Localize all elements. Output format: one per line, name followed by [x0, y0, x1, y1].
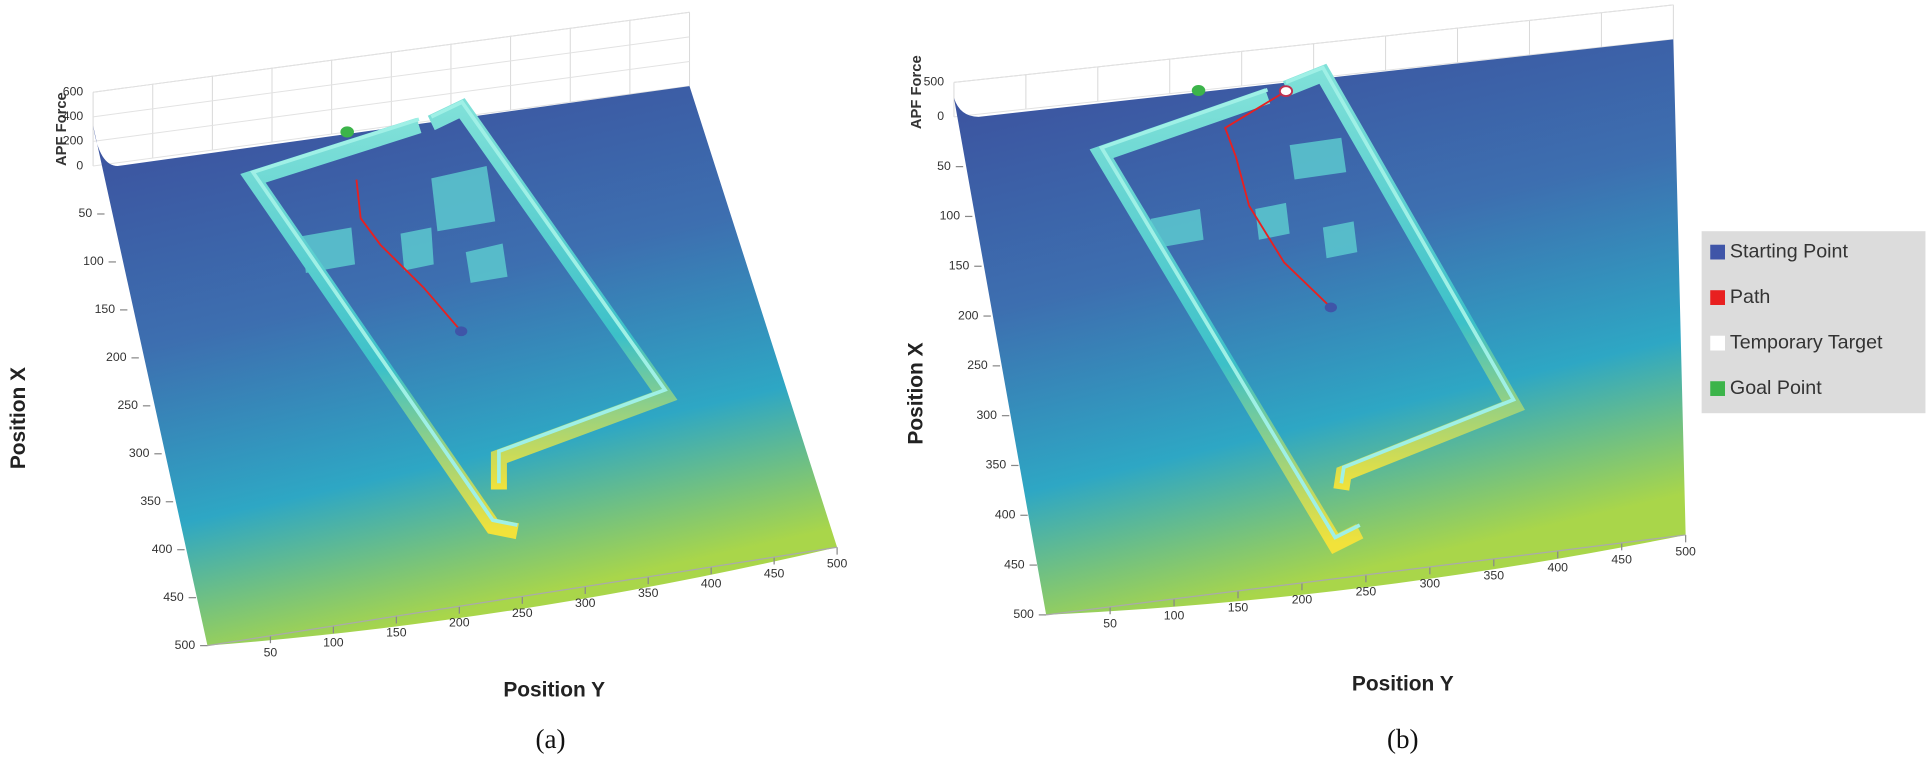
y-axis-label: Position Y	[503, 679, 605, 702]
wall-top	[1098, 88, 1361, 540]
legend-label: Temporary Target	[1730, 331, 1883, 353]
y-tick-label: 200	[449, 616, 470, 630]
x-tick-label: 50	[79, 206, 93, 220]
y-tick-label: 150	[386, 626, 407, 640]
z-axis-label: APF Force	[909, 55, 925, 129]
legend-swatch	[1710, 381, 1725, 396]
y-tick-label: 350	[638, 586, 659, 600]
wall-top	[250, 117, 518, 527]
y-tick-label: 50	[1103, 616, 1117, 630]
y-axis-line	[1046, 534, 1686, 616]
x-tick-label: 450	[163, 590, 184, 604]
x-tick-label: 350	[140, 494, 161, 508]
x-tick-label: 200	[958, 308, 979, 322]
y-tick-label: 100	[323, 635, 344, 649]
x-tick-label: 150	[95, 302, 116, 316]
legend-swatch	[1710, 244, 1725, 260]
x-tick-label: 150	[949, 258, 970, 272]
x-tick-label: 100	[940, 209, 961, 223]
y-tick-label: 300	[575, 596, 596, 610]
caption: (b)	[1387, 724, 1419, 754]
z-grid-line	[93, 11, 690, 93]
y-tick-label: 500	[827, 557, 848, 571]
x-axis-label: Position X	[7, 367, 30, 469]
goal-point	[1191, 84, 1206, 97]
z-tick-label: 0	[937, 109, 944, 123]
z-grid-line	[93, 36, 690, 118]
path-line	[1223, 90, 1332, 309]
y-tick-label: 250	[1356, 584, 1377, 598]
start-point	[455, 326, 468, 337]
wall	[240, 117, 519, 540]
wall-top	[1285, 65, 1517, 484]
z-grid-line	[93, 61, 690, 142]
x-tick-label: 500	[175, 638, 196, 652]
z-tick-label: 200	[63, 134, 84, 148]
legend-swatch	[1710, 335, 1725, 351]
y-tick-label: 450	[1611, 552, 1632, 566]
y-tick-label: 350	[1484, 568, 1505, 582]
surface	[953, 39, 1686, 615]
x-tick-label: 200	[106, 350, 127, 364]
obstacle	[400, 227, 434, 271]
y-tick-label: 450	[764, 567, 785, 581]
z-tick-label: 600	[63, 84, 84, 98]
obstacle	[1289, 137, 1347, 180]
obstacle	[1322, 221, 1358, 259]
legend-label: Path	[1730, 286, 1770, 308]
x-tick-label: 300	[129, 446, 150, 460]
y-tick-label: 100	[1164, 608, 1185, 622]
obstacle	[1255, 202, 1290, 240]
x-tick-label: 250	[967, 358, 988, 372]
z-tick-label: 400	[63, 109, 84, 123]
legend-swatch	[1710, 290, 1725, 305]
surface	[93, 86, 838, 646]
y-tick-label: 250	[512, 606, 533, 620]
legend-label: Starting Point	[1730, 240, 1849, 262]
obstacle	[1150, 209, 1204, 249]
start-point	[1324, 302, 1338, 313]
x-tick-label: 250	[117, 398, 138, 412]
goal-point	[340, 126, 354, 138]
path-line	[355, 179, 462, 332]
x-tick-label: 500	[1013, 607, 1034, 621]
caption: (a)	[536, 724, 566, 754]
x-axis-label: Position X	[905, 342, 928, 444]
x-tick-label: 300	[976, 408, 997, 422]
y-axis-line	[207, 546, 838, 647]
x-tick-label: 50	[937, 159, 951, 173]
y-tick-label: 300	[1420, 576, 1441, 590]
y-tick-label: 400	[1548, 560, 1569, 574]
wall-top	[430, 99, 668, 484]
legend-box	[1701, 231, 1926, 414]
legend-label: Goal Point	[1730, 377, 1822, 399]
x-tick-label: 350	[986, 458, 1007, 472]
x-tick-label: 400	[995, 508, 1016, 522]
x-tick-label: 450	[1004, 557, 1025, 571]
obstacle	[431, 166, 496, 232]
z-tick-label: 500	[924, 75, 945, 89]
y-tick-label: 500	[1675, 544, 1696, 558]
y-tick-label: 50	[264, 645, 278, 659]
z-tick-label: 0	[76, 158, 83, 172]
wall	[1089, 88, 1364, 555]
z-grid-line	[953, 4, 1674, 83]
x-tick-label: 400	[152, 542, 173, 556]
y-tick-label: 400	[701, 576, 722, 590]
obstacle	[465, 243, 508, 283]
x-tick-label: 100	[83, 254, 104, 268]
y-axis-label: Position Y	[1352, 672, 1454, 695]
temporary-target	[1278, 85, 1294, 97]
z-axis-label: APF Force	[54, 92, 70, 166]
y-tick-label: 150	[1228, 600, 1249, 614]
y-tick-label: 200	[1292, 592, 1313, 606]
